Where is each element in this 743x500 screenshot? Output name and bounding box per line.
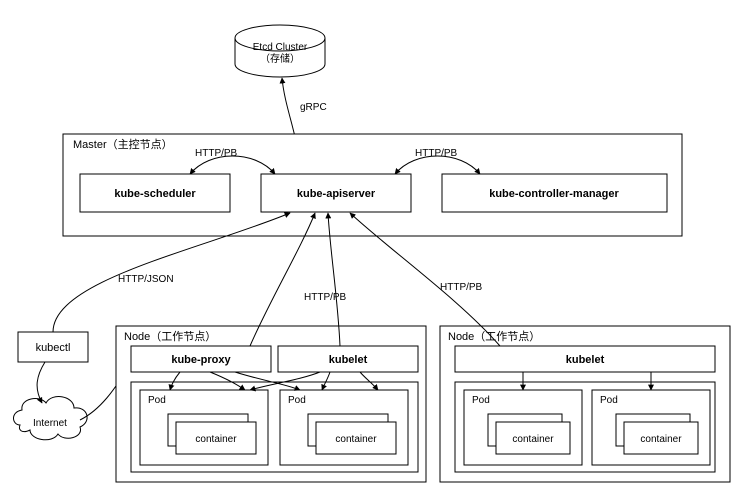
master-title: Master（主控节点） bbox=[73, 137, 173, 151]
etcd-cluster: Etcd Cluster （存储） bbox=[235, 25, 325, 77]
edge-node1-api-label: HTTP/PB bbox=[304, 292, 347, 303]
node2-pod-a-container: container bbox=[512, 434, 554, 445]
edge-kubectl-api-label: HTTP/JSON bbox=[118, 274, 174, 285]
node2-pod-b-label: Pod bbox=[600, 395, 618, 406]
internet-cloud: Internet bbox=[14, 397, 88, 440]
kube-controller-label: kube-controller-manager bbox=[489, 188, 619, 200]
kube-scheduler-label: kube-scheduler bbox=[114, 188, 196, 200]
node1-kubeproxy-label: kube-proxy bbox=[171, 354, 231, 366]
edge-kubectl-internet bbox=[37, 362, 45, 403]
master-group: Master（主控节点） kube-scheduler kube-apiserv… bbox=[63, 134, 682, 236]
node2-pod-b-container: container bbox=[640, 434, 682, 445]
kube-apiserver-label: kube-apiserver bbox=[297, 188, 376, 200]
node2-kubelet-label: kubelet bbox=[566, 354, 605, 366]
node1-pod-a-label: Pod bbox=[148, 395, 166, 406]
edge-node2-api-label: HTTP/PB bbox=[440, 282, 483, 293]
etcd-subtitle: （存储） bbox=[260, 52, 300, 65]
node1-kubelet-label: kubelet bbox=[329, 354, 368, 366]
node1-title: Node（工作节点） bbox=[124, 330, 216, 343]
node1-group: Node（工作节点） kube-proxy kubelet Pod contai… bbox=[116, 326, 426, 482]
node1-pod-a-container: container bbox=[195, 434, 237, 445]
internet-label: Internet bbox=[33, 418, 67, 429]
node2-group: Node（工作节点） kubelet Pod container Pod con… bbox=[440, 326, 730, 482]
node2-pod-a-label: Pod bbox=[472, 395, 490, 406]
kubectl-label: kubectl bbox=[36, 342, 71, 354]
edge-api-ctrl-label: HTTP/PB bbox=[415, 148, 458, 159]
architecture-diagram: Etcd Cluster （存储） gRPC Master（主控节点） kube… bbox=[0, 0, 743, 500]
node1-pod-b-label: Pod bbox=[288, 395, 306, 406]
node2-title: Node（工作节点） bbox=[448, 330, 540, 343]
node1-pod-b-container: container bbox=[335, 434, 377, 445]
edge-sched-api-label: HTTP/PB bbox=[195, 148, 238, 159]
edge-grpc-label: gRPC bbox=[300, 102, 327, 113]
etcd-title: Etcd Cluster bbox=[253, 42, 308, 53]
